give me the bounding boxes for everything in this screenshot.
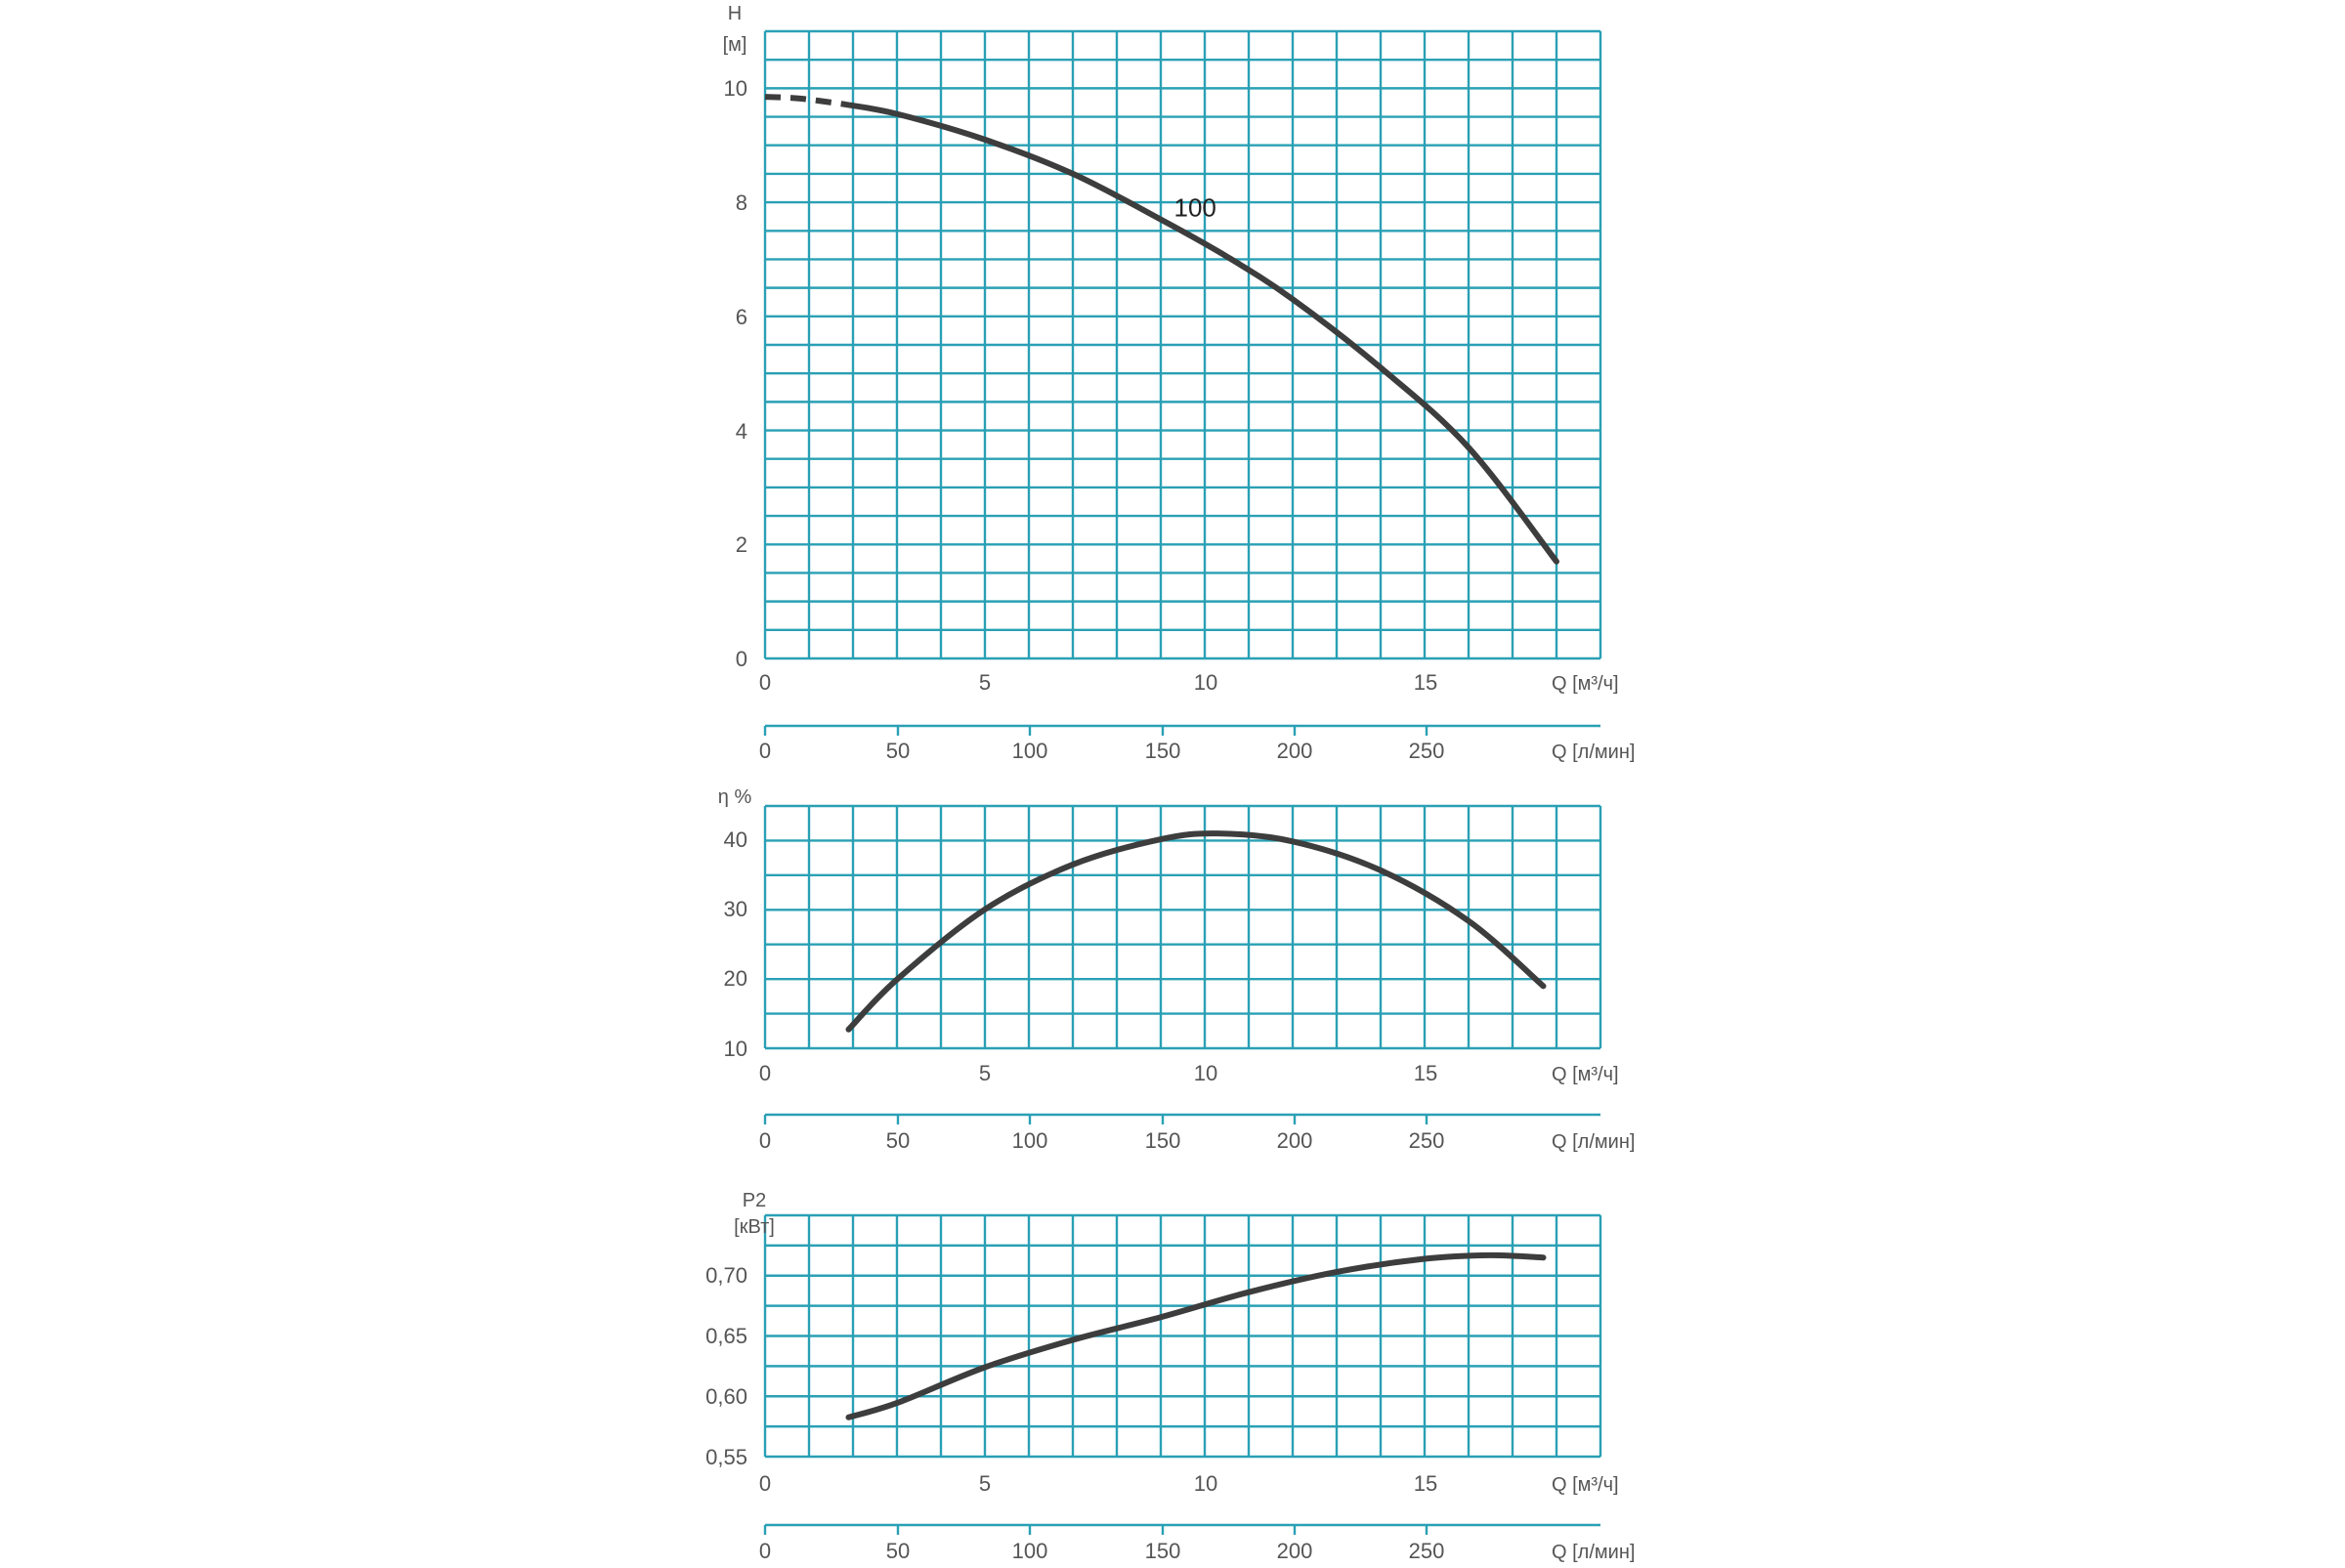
secondary-x-tick-label: 250	[1409, 1539, 1445, 1563]
x-tick-label: 0	[759, 670, 771, 695]
secondary-x-tick-label: 0	[759, 739, 771, 763]
secondary-x-tick-label: 200	[1277, 739, 1313, 763]
secondary-x-axis-label: Q [л/мин]	[1552, 1542, 1635, 1563]
y-tick-label: 20	[724, 966, 747, 991]
x-tick-label: 15	[1414, 670, 1437, 695]
y-axis-unit-label: [м]	[723, 34, 747, 56]
performance-curve	[845, 1251, 1547, 1420]
secondary-x-tick-label: 250	[1409, 739, 1445, 763]
y-tick-label: 0,55	[705, 1445, 747, 1469]
secondary-x-axis-label: Q [л/мин]	[1552, 742, 1635, 763]
y-tick-label: 0,60	[705, 1384, 747, 1409]
y-axis-unit-label: [кВт]	[734, 1216, 775, 1238]
secondary-x-tick-label: 150	[1145, 1128, 1181, 1153]
x-tick-label: 0	[759, 1061, 771, 1085]
curve-annotation: 100	[1174, 193, 1216, 223]
x-tick-label: 15	[1414, 1471, 1437, 1496]
x-tick-label: 5	[979, 1471, 991, 1496]
curve-dashed-segment	[764, 94, 845, 107]
secondary-x-tick-label: 100	[1012, 739, 1048, 763]
x-tick-label: 0	[759, 1471, 771, 1496]
y-tick-label: 40	[724, 827, 747, 852]
y-tick-label: 0,70	[705, 1263, 747, 1288]
x-tick-label: 15	[1414, 1061, 1437, 1085]
secondary-x-tick-label: 150	[1145, 1539, 1181, 1563]
secondary-x-tick-label: 100	[1012, 1539, 1048, 1563]
y-tick-label: 0,65	[705, 1324, 747, 1348]
y-tick-label: 10	[724, 1037, 747, 1061]
y-axis-label: P2	[743, 1190, 766, 1211]
secondary-x-tick-label: 50	[886, 1128, 910, 1153]
y-axis-label: η %	[718, 786, 752, 808]
x-tick-label: 10	[1194, 1471, 1217, 1496]
x-axis-label: Q [м³/ч]	[1552, 1474, 1619, 1496]
secondary-x-tick-label: 150	[1145, 739, 1181, 763]
secondary-x-tick-label: 50	[886, 739, 910, 763]
y-axis-label: H	[728, 3, 742, 24]
y-tick-label: 0	[736, 647, 747, 671]
x-tick-label: 10	[1194, 1061, 1217, 1085]
secondary-x-tick-label: 200	[1277, 1539, 1313, 1563]
performance-curve	[841, 101, 1559, 565]
x-axis-label: Q [м³/ч]	[1552, 673, 1619, 695]
secondary-x-axis-label: Q [л/мин]	[1552, 1131, 1635, 1153]
y-tick-label: 30	[724, 897, 747, 921]
y-tick-label: 10	[724, 76, 747, 101]
secondary-x-tick-label: 100	[1012, 1128, 1048, 1153]
secondary-x-tick-label: 250	[1409, 1128, 1445, 1153]
y-tick-label: 2	[736, 532, 747, 557]
secondary-x-tick-label: 0	[759, 1539, 771, 1563]
secondary-x-tick-label: 50	[886, 1539, 910, 1563]
x-axis-label: Q [м³/ч]	[1552, 1064, 1619, 1085]
x-tick-label: 5	[979, 1061, 991, 1085]
performance-curve	[845, 830, 1547, 1033]
x-tick-label: 10	[1194, 670, 1217, 695]
y-tick-label: 4	[736, 419, 747, 444]
x-tick-label: 5	[979, 670, 991, 695]
secondary-x-tick-label: 200	[1277, 1128, 1313, 1153]
y-tick-label: 8	[736, 191, 747, 215]
y-tick-label: 6	[736, 305, 747, 329]
secondary-x-tick-label: 0	[759, 1128, 771, 1153]
